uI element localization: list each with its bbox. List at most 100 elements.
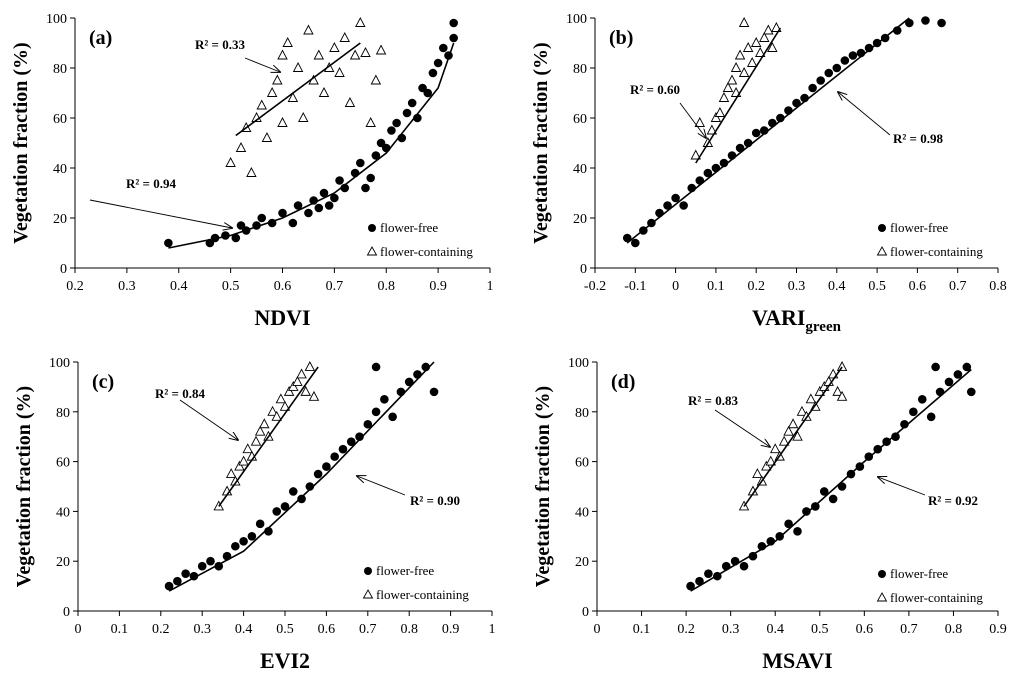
data-point [719,158,729,168]
data-point [655,208,664,218]
data-point [256,99,267,110]
data-point [840,56,850,65]
data-point [722,82,734,92]
data-point [381,143,391,153]
x-tick-label: -0.1 [624,279,646,294]
y-tick-label: 80 [575,406,589,421]
data-point [335,176,344,185]
series-flower-free [622,16,946,248]
legend-marker-flower-free [364,567,372,575]
y-tick-label: 20 [575,555,589,570]
data-point [407,98,417,108]
data-point [824,68,834,78]
data-point [909,407,918,417]
x-tick-label: 0.6 [856,622,874,637]
data-point [313,49,325,60]
data-point [292,62,304,72]
x-tick-label: 0.4 [828,279,846,294]
data-point [279,400,291,411]
data-point [449,33,458,43]
fit-line [743,366,843,507]
x-tick-label: 0.6 [318,622,336,637]
data-point [783,425,794,436]
x-tick-label: 0.6 [274,279,292,294]
data-point [792,430,803,441]
data-point [793,527,802,536]
x-tick-label: 1 [487,279,494,294]
legend-marker-flower-containing [876,246,888,256]
x-axis-label: VARIgreen [752,305,842,335]
y-tick-label: 0 [60,262,67,277]
data-point [287,92,299,102]
data-point [206,556,215,566]
x-tick-label: 0.9 [442,622,460,637]
y-axis-label: Vegetation fraction (%) [13,386,35,587]
data-point [375,44,387,55]
legend-label: flower-containing [376,587,469,602]
data-point [921,16,930,25]
legend-label: flower-containing [890,590,983,605]
data-point [292,375,303,386]
data-point [761,460,772,471]
y-tick-label: 100 [566,12,587,27]
data-point [329,42,340,52]
x-tick-label: 0.8 [378,279,396,294]
data-point [356,158,365,168]
data-point [848,51,858,60]
r2-annotation: R² = 0.98 [893,131,943,146]
data-point [235,142,247,152]
data-point [695,576,704,586]
data-point [387,126,396,135]
x-axis-label: NDVI [254,305,310,330]
data-point [164,238,173,248]
data-point [242,443,253,454]
data-point [402,108,412,118]
data-point [702,137,714,147]
data-point [324,201,334,210]
y-tick-label: 60 [53,112,67,127]
data-point [173,576,182,586]
data-point [271,410,282,421]
data-point [832,385,843,396]
data-point [396,387,406,397]
data-point [231,541,240,551]
data-point [738,67,750,77]
x-tick-label: 0.3 [722,622,740,637]
x-tick-label: 0.4 [170,279,188,294]
data-point [746,57,758,67]
data-point [787,418,799,429]
data-point [439,43,448,53]
x-axis-label: MSAVI [762,648,833,673]
data-point [767,42,778,52]
legend-label: flower-free [380,220,438,235]
data-point [297,494,306,504]
x-tick-label: 0.1 [633,622,651,637]
data-point [266,87,278,97]
x-tick-label: 0.4 [235,622,253,637]
panel-b: 0 20 40 60 80 100 -0.2 -0.1 0 0.1 0.2 0.3 0.4 0.5 0.6 0… [530,12,1007,335]
legend-marker-flower-free [878,570,886,578]
data-point [966,387,976,397]
legend: flower-free flower-containing [876,220,983,259]
data-point [304,208,313,218]
data-point [349,49,361,60]
data-point [730,62,742,72]
data-point [796,405,808,416]
y-tick-label: 40 [56,505,70,520]
data-point [283,385,295,396]
data-point [690,149,701,160]
fit-line [168,42,455,249]
x-tick-label: 0.2 [677,622,695,637]
data-point [944,377,954,387]
data-point [319,188,329,198]
x-tick-label: 0.3 [788,279,806,294]
data-point [734,49,746,60]
y-tick-label: 100 [49,356,70,371]
data-point [704,569,713,578]
y-tick-label: 100 [46,12,67,27]
x-tick-label: 0.1 [707,279,725,294]
legend: flower-free flower-containing [362,563,469,602]
fit-line [626,17,910,244]
panel-label: (c) [92,371,114,393]
data-point [769,443,781,454]
